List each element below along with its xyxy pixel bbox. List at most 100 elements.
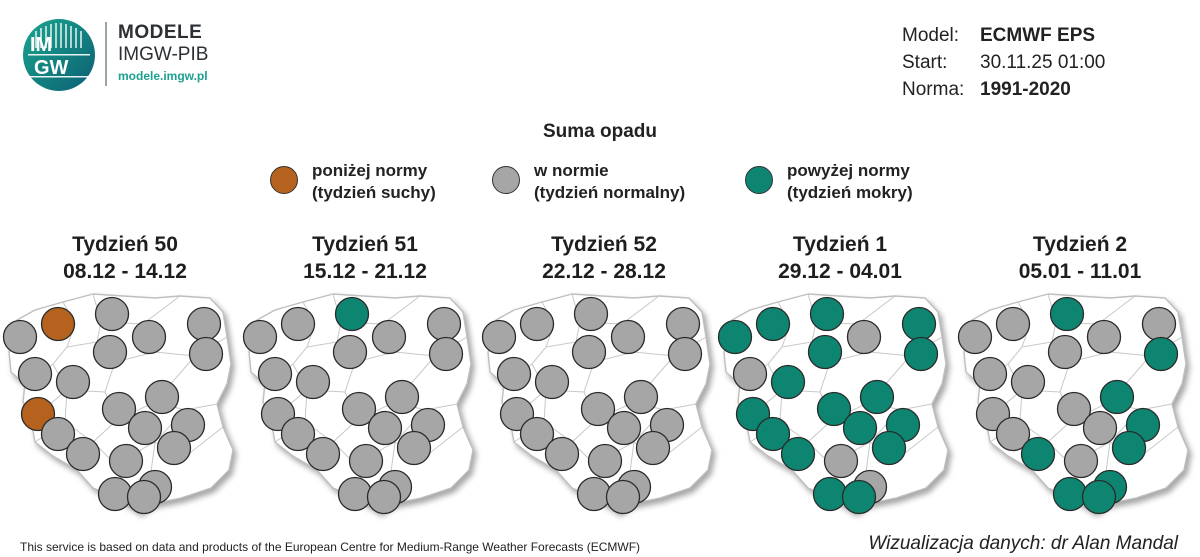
week-dates: 05.01 - 11.01 — [1018, 260, 1142, 283]
region-marker-normal — [605, 479, 641, 515]
legend-dot-wet — [745, 166, 773, 194]
region-marker-normal — [92, 334, 128, 370]
region-marker-normal — [280, 306, 316, 342]
legend-item-normal: w normie (tydzień normalny) — [492, 160, 685, 204]
region-marker-normal — [635, 430, 671, 466]
region-marker-normal — [972, 356, 1008, 392]
brand-block: MODELE IMGW-PIB modele.imgw.pl — [118, 22, 208, 85]
week-dates: 22.12 - 28.12 — [542, 260, 666, 283]
region-marker-normal — [573, 296, 609, 332]
region-marker-normal — [341, 391, 377, 427]
start-value: 30.11.25 01:00 — [980, 52, 1106, 73]
region-marker-normal — [665, 306, 701, 342]
region-marker-normal — [995, 416, 1031, 452]
region-marker-normal — [1086, 319, 1122, 355]
region-marker-normal — [481, 319, 517, 355]
region-marker-wet — [1081, 479, 1117, 515]
week-panel-3: Tydzień 52 22.12 - 28.12 — [481, 232, 724, 520]
region-marker-normal — [587, 443, 623, 479]
region-marker-wet — [816, 391, 852, 427]
legend-normal-line2: (tydzień normalny) — [534, 183, 686, 202]
week-title: Tydzień 52 — [551, 233, 657, 256]
region-marker-normal — [188, 336, 224, 372]
region-marker-normal — [257, 356, 293, 392]
region-marker-wet — [755, 306, 791, 342]
poland-map-week-3 — [481, 293, 713, 515]
region-marker-normal — [94, 296, 130, 332]
region-marker-wet — [334, 296, 370, 332]
legend-dry-line2: (tydzień suchy) — [312, 183, 436, 202]
model-info: Model: ECMWF EPS Start: 30.11.25 01:00 N… — [902, 22, 1105, 103]
region-marker-wet — [1143, 336, 1179, 372]
region-marker-wet — [901, 306, 937, 342]
region-marker-normal — [957, 319, 993, 355]
region-marker-normal — [846, 319, 882, 355]
region-marker-normal — [519, 416, 555, 452]
region-marker-normal — [428, 336, 464, 372]
region-marker-normal — [426, 306, 462, 342]
region-marker-normal — [367, 410, 403, 446]
region-marker-wet — [903, 336, 939, 372]
region-marker-normal — [544, 436, 580, 472]
region-marker-normal — [186, 306, 222, 342]
week-dates: 15.12 - 21.12 — [303, 260, 427, 283]
brand-subtitle: IMGW-PIB — [118, 44, 209, 65]
footer-source: This service is based on data and produc… — [20, 540, 641, 554]
region-marker-normal — [144, 379, 180, 415]
region-marker-normal — [156, 430, 192, 466]
region-marker-normal — [1063, 443, 1099, 479]
region-marker-wet — [1111, 430, 1147, 466]
region-marker-normal — [1056, 391, 1092, 427]
model-value: ECMWF EPS — [980, 25, 1096, 46]
week-panel-1: Tydzień 50 08.12 - 14.12 — [2, 232, 245, 520]
region-marker-wet — [717, 319, 753, 355]
region-marker-wet — [842, 410, 878, 446]
brand-divider — [105, 22, 107, 86]
region-marker-wet — [755, 416, 791, 452]
region-marker-normal — [667, 336, 703, 372]
start-label: Start: — [902, 52, 948, 73]
imgw-logo: IM GW — [23, 19, 95, 91]
legend-title: Suma opadu — [542, 121, 657, 142]
region-marker-normal — [295, 364, 331, 400]
region-marker-normal — [580, 391, 616, 427]
region-marker-normal — [17, 356, 53, 392]
region-marker-normal — [348, 443, 384, 479]
legend-dot-normal — [492, 166, 520, 194]
region-marker-normal — [242, 319, 278, 355]
poland-map-week-4 — [717, 293, 949, 515]
brand-url[interactable]: modele.imgw.pl — [118, 69, 208, 83]
region-marker-normal — [534, 364, 570, 400]
region-marker-normal — [606, 410, 642, 446]
region-marker-normal — [55, 364, 91, 400]
region-marker-normal — [1082, 410, 1118, 446]
norm-value: 1991-2020 — [980, 79, 1071, 100]
region-marker-normal — [1047, 334, 1083, 370]
region-marker-normal — [623, 379, 659, 415]
legend-dot-dry — [270, 166, 298, 194]
region-marker-wet — [809, 296, 845, 332]
week-dates: 08.12 - 14.12 — [63, 260, 187, 283]
week-title: Tydzień 50 — [72, 233, 178, 256]
region-marker-normal — [2, 319, 38, 355]
week-panel-2: Tydzień 51 15.12 - 21.12 — [242, 232, 485, 520]
region-marker-normal — [732, 356, 768, 392]
region-marker-normal — [610, 319, 646, 355]
region-marker-wet — [1099, 379, 1135, 415]
region-marker-normal — [337, 476, 373, 512]
region-marker-wet — [871, 430, 907, 466]
brand-title: MODELE — [118, 22, 203, 43]
region-marker-normal — [366, 479, 402, 515]
region-marker-wet — [859, 379, 895, 415]
region-marker-wet — [770, 364, 806, 400]
logo-text-top: IM — [30, 34, 52, 56]
poland-map-week-5 — [957, 293, 1189, 515]
region-marker-normal — [576, 476, 612, 512]
week-title: Tydzień 2 — [1032, 233, 1128, 256]
region-marker-wet — [1049, 296, 1085, 332]
region-marker-normal — [332, 334, 368, 370]
region-marker-normal — [305, 436, 341, 472]
region-marker-wet — [812, 476, 848, 512]
region-marker-wet — [1020, 436, 1056, 472]
region-marker-normal — [571, 334, 607, 370]
